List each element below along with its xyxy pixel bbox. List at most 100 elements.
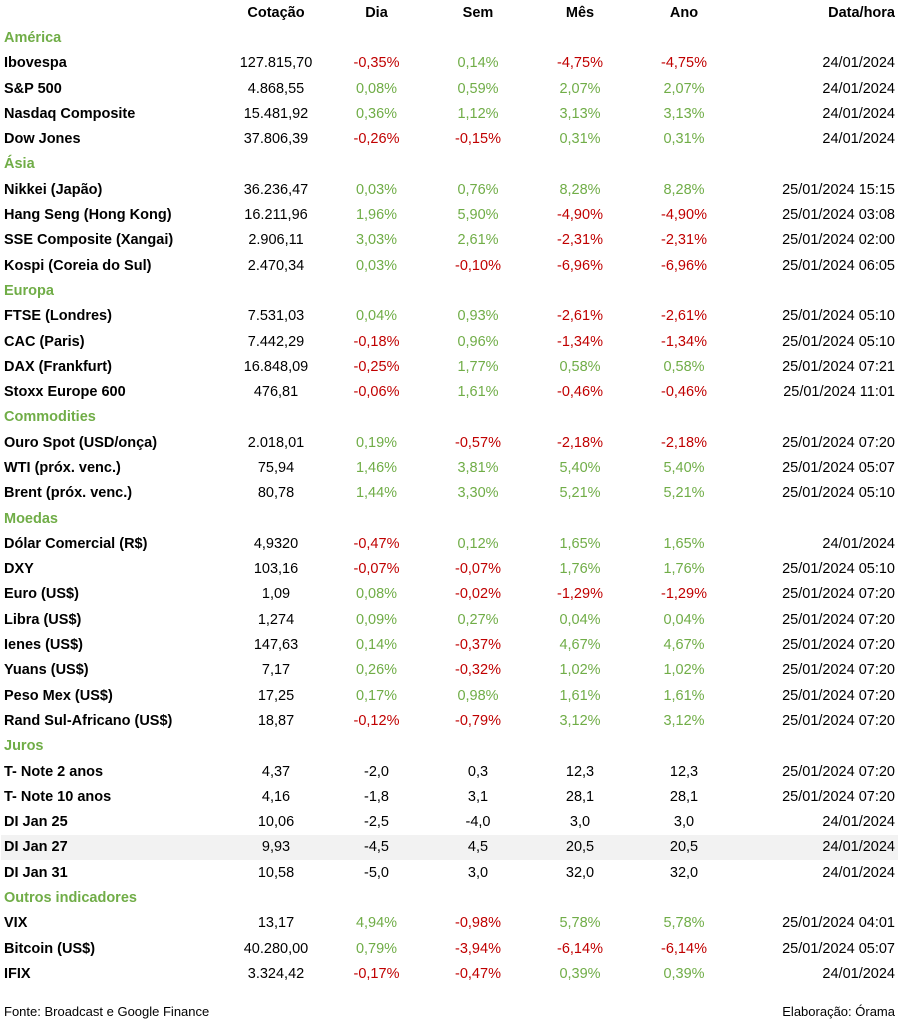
cell-mes: -2,31%	[557, 232, 603, 249]
cell-ano: 32,0	[669, 864, 699, 881]
section-title: Outros indicadores	[4, 890, 137, 907]
cell-dia: -0,18%	[353, 333, 400, 350]
cell-data-hora: 25/01/2024 07:20	[782, 611, 895, 628]
cell-sem: 0,98%	[457, 687, 499, 704]
header-cotacao: Cotação	[247, 4, 305, 21]
cell-dia: 0,36%	[355, 105, 398, 122]
cell-dia: -0,06%	[353, 384, 400, 401]
row-name: Rand Sul-Africano (US$)	[4, 712, 173, 729]
section-title: América	[4, 29, 62, 46]
cell-dia: 0,19%	[355, 434, 398, 451]
cell-data-hora: 25/01/2024 04:01	[782, 915, 895, 932]
cell-ano: 3,13%	[663, 105, 705, 122]
row-name: T- Note 2 anos	[4, 763, 104, 780]
cell-sem: 3,30%	[457, 485, 499, 502]
table-row: Peso Mex (US$) 17,25 0,17% 0,98% 1,61% 1,61% 2…	[1, 683, 898, 708]
cell-mes: -6,96%	[557, 257, 603, 274]
row-name: T- Note 10 anos	[4, 788, 112, 805]
cell-dia: 0,03%	[355, 257, 398, 274]
cell-dia: -0,07%	[353, 561, 400, 578]
table-row: DI Jan 31 10,58 -5,0 3,0 32,0 32,0 24/01/2024	[1, 860, 898, 885]
cell-cotacao: 3.324,42	[247, 965, 305, 982]
cell-sem: 2,61%	[457, 232, 499, 249]
cell-cotacao: 7.442,29	[247, 333, 305, 350]
cell-ano: -2,61%	[661, 308, 707, 325]
cell-ano: 5,21%	[663, 485, 705, 502]
cell-data-hora: 25/01/2024 07:20	[782, 586, 895, 603]
cell-dia: -0,17%	[353, 965, 400, 982]
cell-mes: 4,67%	[559, 637, 601, 654]
cell-dia: 0,04%	[355, 308, 398, 325]
cell-mes: -6,14%	[557, 940, 603, 957]
cell-ano: -4,90%	[661, 207, 707, 224]
cell-data-hora: 24/01/2024	[822, 864, 895, 881]
cell-mes: 12,3	[565, 763, 595, 780]
cell-sem: 0,59%	[457, 80, 499, 97]
cell-mes: 0,39%	[559, 965, 601, 982]
section-header-row: Juros	[1, 734, 898, 759]
cell-cotacao: 103,16	[253, 561, 299, 578]
cell-ano: 28,1	[669, 788, 699, 805]
cell-data-hora: 25/01/2024 02:00	[782, 232, 895, 249]
section-header-row: Moedas	[1, 506, 898, 531]
header-mes: Mês	[565, 4, 595, 21]
row-name: Brent (próx. venc.)	[4, 485, 133, 502]
cell-data-hora: 24/01/2024	[822, 55, 895, 72]
cell-mes: -1,34%	[557, 333, 603, 350]
cell-cotacao: 9,93	[227, 834, 325, 861]
cell-ano: 5,40%	[663, 459, 705, 476]
row-name: Libra (US$)	[4, 611, 82, 628]
cell-data-hora: 25/01/2024 07:20	[782, 434, 895, 451]
table-row: Dow Jones 37.806,39 -0,26% -0,15% 0,31% 0,31%…	[1, 126, 898, 151]
cell-cotacao: 40.280,00	[243, 940, 309, 957]
cell-ano: 1,76%	[663, 561, 705, 578]
cell-mes: 28,1	[565, 788, 595, 805]
cell-sem: 0,3	[467, 763, 489, 780]
cell-data-hora: 25/01/2024 07:20	[782, 687, 895, 704]
cell-ano: -6,14%	[661, 940, 707, 957]
table-row: DXY 103,16 -0,07% -0,07% 1,76% 1,76% 25/01/202…	[1, 557, 898, 582]
row-name: DI Jan 31	[4, 864, 68, 881]
cell-mes: 1,76%	[559, 561, 601, 578]
row-name: FTSE (Londres)	[4, 308, 112, 325]
row-name: DXY	[4, 561, 34, 578]
cell-dia: -0,47%	[353, 535, 400, 552]
cell-mes: 1,61%	[559, 687, 601, 704]
cell-mes: 0,58%	[559, 358, 601, 375]
table-row: T- Note 10 anos 4,16 -1,8 3,1 28,1 28,1 25/01/…	[1, 784, 898, 809]
cell-cotacao: 127.815,70	[239, 55, 313, 72]
footer: Fonte: Broadcast e Google Finance Elabor…	[4, 1000, 895, 1022]
cell-data-hora: 25/01/2024 07:20	[782, 788, 895, 805]
cell-ano: 0,58%	[663, 358, 705, 375]
row-name: Dólar Comercial (R$)	[4, 535, 148, 552]
cell-mes: 20,5	[528, 834, 632, 861]
section-header-row: Commodities	[1, 405, 898, 430]
cell-ano: 1,61%	[663, 687, 705, 704]
cell-mes: 1,65%	[559, 535, 601, 552]
cell-data-hora: 25/01/2024 07:20	[782, 763, 895, 780]
section-title: Ásia	[4, 156, 35, 173]
cell-mes: 1,02%	[559, 662, 601, 679]
cell-dia: -0,25%	[353, 358, 400, 375]
cell-ano: -6,96%	[661, 257, 707, 274]
cell-ano: 3,0	[673, 814, 695, 831]
cell-dia: -2,5	[364, 814, 389, 831]
cell-mes: 3,13%	[559, 105, 601, 122]
cell-sem: -0,02%	[455, 586, 501, 603]
table-row: VIX 13,17 4,94% -0,98% 5,78% 5,78% 25/01/2024 …	[1, 911, 898, 936]
cell-dia: -0,12%	[353, 712, 400, 729]
source-note: Fonte: Broadcast e Google Finance	[4, 1003, 210, 1019]
cell-sem: 0,96%	[457, 333, 499, 350]
row-name: DAX (Frankfurt)	[4, 358, 112, 375]
row-name: VIX	[4, 915, 28, 932]
table-row: Ouro Spot (USD/onça) 2.018,01 0,19% -0,57% -…	[1, 430, 898, 455]
cell-data-hora: 24/01/2024	[822, 535, 895, 552]
cell-mes: 8,28%	[559, 181, 601, 198]
table-row: Euro (US$) 1,09 0,08% -0,02% -1,29% -1,29% 25/…	[1, 582, 898, 607]
cell-mes: -2,18%	[557, 434, 603, 451]
cell-cotacao: 4.868,55	[247, 80, 305, 97]
cell-data-hora: 25/01/2024 07:21	[782, 358, 895, 375]
cell-mes: 0,04%	[559, 611, 601, 628]
cell-cotacao: 15.481,92	[243, 105, 309, 122]
